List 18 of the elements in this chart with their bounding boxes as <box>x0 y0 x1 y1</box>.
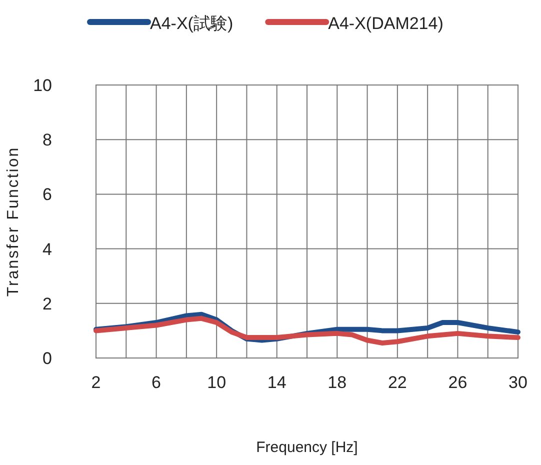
x-tick-label: 18 <box>328 373 347 392</box>
y-tick-label: 8 <box>42 130 52 150</box>
x-tick-label: 26 <box>448 373 468 392</box>
x-tick-label: 10 <box>207 373 226 392</box>
y-tick-label: 0 <box>42 349 52 368</box>
y-axis-title: Transfer Function <box>5 146 22 297</box>
x-tick-label: 30 <box>508 373 528 392</box>
y-tick-label: 2 <box>42 294 52 314</box>
x-tick-label: 22 <box>388 373 407 392</box>
y-tick-label: 4 <box>42 240 52 259</box>
legend-label: A4-X(DAM214) <box>328 14 444 33</box>
y-tick-label: 10 <box>33 76 52 95</box>
y-tick-label: 6 <box>42 185 52 204</box>
x-tick-label: 2 <box>91 373 101 392</box>
x-tick-label: 6 <box>152 373 162 392</box>
x-axis-title: Frequency [Hz] <box>256 439 358 456</box>
legend-label: A4-X(試験) <box>150 14 234 33</box>
x-tick-label: 14 <box>267 373 286 392</box>
